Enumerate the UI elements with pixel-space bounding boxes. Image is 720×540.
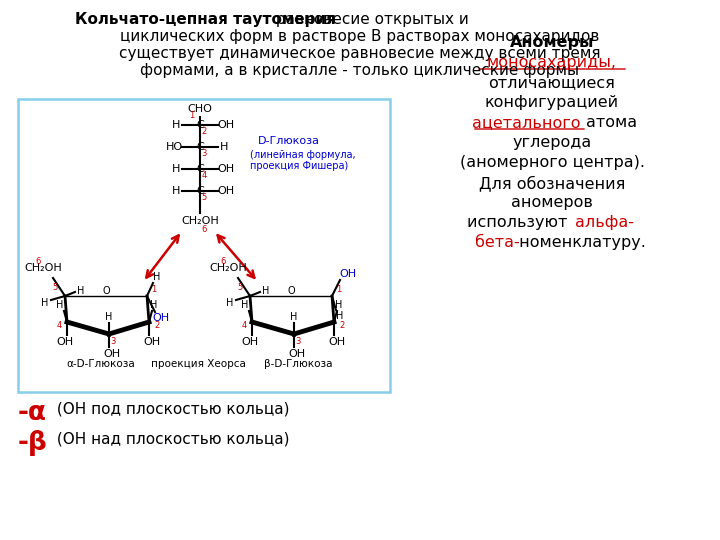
Text: H: H <box>77 286 85 296</box>
Text: аномеров: аномеров <box>511 195 593 210</box>
Text: H: H <box>153 272 161 282</box>
Text: 2: 2 <box>339 321 345 330</box>
Text: C: C <box>196 142 204 152</box>
Text: 2: 2 <box>202 126 207 136</box>
Text: 3: 3 <box>202 148 207 158</box>
Text: Кольчато-цепная таутомерия: Кольчато-цепная таутомерия <box>75 12 336 27</box>
Text: 3: 3 <box>295 338 301 347</box>
Text: OH: OH <box>143 337 161 347</box>
Text: 5: 5 <box>202 192 207 201</box>
Text: OH: OH <box>217 186 235 196</box>
Text: OH: OH <box>104 349 120 359</box>
Text: 6: 6 <box>220 256 225 266</box>
Text: H: H <box>241 300 248 310</box>
Text: 4: 4 <box>241 321 247 330</box>
Text: проекция Хеорса: проекция Хеорса <box>150 359 246 369</box>
Text: ацетального: ацетального <box>472 115 586 130</box>
Text: OH: OH <box>289 349 305 359</box>
Text: 1: 1 <box>336 285 341 294</box>
Text: OH: OH <box>153 313 170 323</box>
Text: атома: атома <box>586 115 638 130</box>
Text: циклических форм в растворе В растворах моносахаридов: циклических форм в растворе В растворах … <box>120 29 600 44</box>
Text: Для обозначения: Для обозначения <box>479 175 625 191</box>
Text: отличающиеся: отличающиеся <box>489 75 616 90</box>
Text: (ОН под плоскостью кольца): (ОН под плоскостью кольца) <box>52 402 289 417</box>
Text: H: H <box>336 300 343 310</box>
Text: 5: 5 <box>238 284 243 293</box>
Text: H: H <box>150 300 158 310</box>
Text: существует динамическое равновесие между всеми тремя: существует динамическое равновесие между… <box>120 46 600 61</box>
Text: бета-: бета- <box>474 235 519 250</box>
Text: C: C <box>196 186 204 196</box>
Text: OH: OH <box>328 337 346 347</box>
Text: α-D-Глюкоза: α-D-Глюкоза <box>67 359 135 369</box>
Text: 1: 1 <box>189 111 194 119</box>
Text: (линейная формула,: (линейная формула, <box>250 150 356 160</box>
Text: (ОН над плоскостью кольца): (ОН над плоскостью кольца) <box>52 432 289 447</box>
Text: H: H <box>172 186 180 196</box>
Text: β-D-Глюкоза: β-D-Глюкоза <box>264 359 332 369</box>
Text: HO: HO <box>166 142 183 152</box>
Text: H: H <box>105 312 113 322</box>
Text: H: H <box>226 298 234 308</box>
Text: углерода: углерода <box>513 135 592 150</box>
Text: CH₂OH: CH₂OH <box>24 263 62 273</box>
Text: OH: OH <box>241 337 258 347</box>
Text: OH: OH <box>217 120 235 130</box>
Text: Кольчато-цепная таутомерия равновесие открытых и: Кольчато-цепная таутомерия равновесие от… <box>141 12 579 27</box>
Text: проекция Фишера): проекция Фишера) <box>250 161 348 171</box>
Text: моносахариды,: моносахариды, <box>487 55 617 70</box>
Text: 4: 4 <box>202 171 207 179</box>
Text: 5: 5 <box>53 284 58 293</box>
Text: OH: OH <box>217 164 235 174</box>
Text: 1: 1 <box>151 285 157 294</box>
Text: 3: 3 <box>110 338 116 347</box>
Text: 6: 6 <box>35 256 40 266</box>
Text: альфа-: альфа- <box>575 215 634 230</box>
Text: используют: используют <box>467 215 572 230</box>
Text: CH₂OH: CH₂OH <box>209 263 247 273</box>
Bar <box>18 99 390 392</box>
Text: H: H <box>290 312 297 322</box>
Text: CHO: CHO <box>188 104 212 114</box>
Text: конфигурацией: конфигурацией <box>485 95 619 110</box>
Text: H: H <box>220 142 228 152</box>
Text: Аномеры: Аномеры <box>510 35 594 50</box>
Text: C: C <box>196 120 204 130</box>
Text: формами, а в кристалле - только циклические формы: формами, а в кристалле - только цикличес… <box>140 63 580 78</box>
Text: H: H <box>56 300 63 310</box>
Text: H: H <box>336 311 343 321</box>
Text: CH₂OH: CH₂OH <box>181 216 219 226</box>
Text: H: H <box>172 120 180 130</box>
Text: (аномерного центра).: (аномерного центра). <box>459 155 644 170</box>
Text: номенклатуру.: номенклатуру. <box>514 235 646 250</box>
Text: 6: 6 <box>202 225 207 233</box>
Text: H: H <box>41 298 49 308</box>
Text: H: H <box>262 286 270 296</box>
Text: O: O <box>287 286 294 296</box>
Text: существует динамическое равновесие между всеми тремя: существует динамическое равновесие между… <box>120 46 600 61</box>
Text: циклических форм в растворе В растворах моносахаридов: циклических форм в растворе В растворах … <box>120 29 600 44</box>
Text: 2: 2 <box>154 321 160 330</box>
Text: O: O <box>102 286 110 296</box>
Text: 4: 4 <box>56 321 62 330</box>
Text: формами, а в кристалле - только циклические формы: формами, а в кристалле - только цикличес… <box>140 63 580 78</box>
Text: -α: -α <box>18 400 47 426</box>
Text: равновесие открытых и: равновесие открытых и <box>271 12 469 27</box>
Text: D-Глюкоза: D-Глюкоза <box>258 136 320 146</box>
Text: OH: OH <box>56 337 73 347</box>
Text: H: H <box>172 164 180 174</box>
Text: C: C <box>196 164 204 174</box>
Text: -β: -β <box>18 430 48 456</box>
Text: OH: OH <box>339 269 356 279</box>
